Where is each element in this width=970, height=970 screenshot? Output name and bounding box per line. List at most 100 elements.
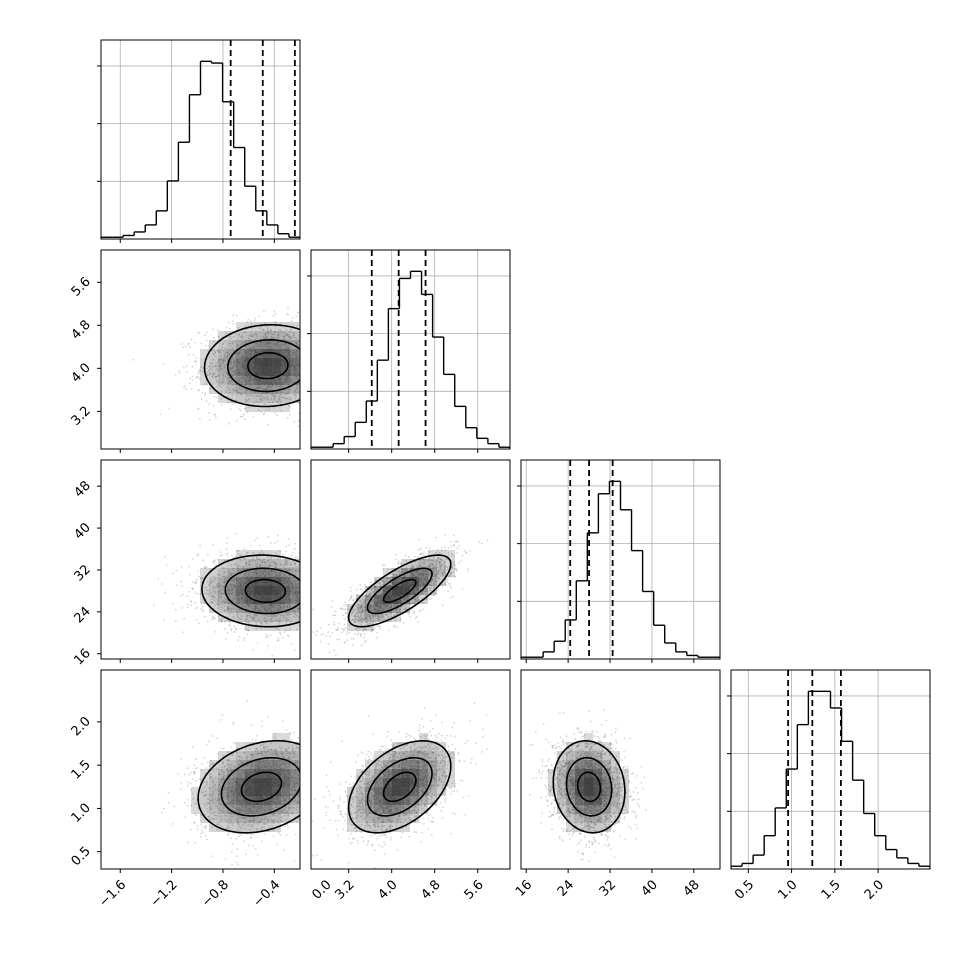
scatter-point	[371, 628, 373, 631]
scatter-point	[197, 570, 200, 573]
scatter-point	[319, 380, 321, 382]
scatter-point	[210, 582, 213, 585]
scatter-point	[315, 328, 317, 330]
scatter-point	[371, 629, 374, 632]
scatter-point	[443, 571, 446, 574]
scatter-point	[358, 607, 360, 610]
scatter-point	[344, 359, 346, 361]
scatter-point	[222, 342, 225, 345]
scatter-point	[248, 334, 251, 337]
scatter-point	[234, 332, 237, 335]
scatter-point	[444, 565, 447, 567]
scatter-point	[442, 570, 445, 572]
scatter-point	[198, 332, 201, 335]
scatter-point	[306, 348, 308, 350]
scatter-point	[303, 582, 305, 584]
density-cell	[218, 358, 227, 367]
scatter-point	[313, 561, 315, 563]
scatter-point	[225, 548, 228, 551]
scatter-point	[408, 575, 411, 578]
scatter-point	[313, 381, 315, 383]
scatter-point	[393, 624, 396, 627]
scatter-point	[238, 387, 241, 389]
scatter-point	[308, 561, 310, 563]
density-cell	[263, 568, 272, 577]
scatter-point	[217, 584, 220, 586]
scatter-point	[211, 376, 214, 378]
scatter-point	[273, 332, 276, 335]
scatter-point	[312, 580, 314, 582]
scatter-point	[286, 570, 289, 572]
scatter-point	[277, 329, 280, 331]
scatter-point	[258, 619, 260, 622]
scatter-point	[304, 599, 306, 601]
scatter-point	[354, 613, 357, 616]
scatter-point	[313, 573, 315, 575]
scatter-point	[279, 329, 282, 332]
scatter-point	[456, 547, 459, 550]
scatter-point	[196, 554, 199, 557]
scatter-point	[237, 549, 240, 552]
scatter-point	[180, 566, 183, 568]
scatter-point	[203, 615, 206, 618]
scatter-point	[369, 620, 372, 622]
scatter-point	[232, 608, 235, 610]
scatter-point	[313, 313, 315, 315]
scatter-point	[214, 413, 217, 416]
scatter-point	[215, 385, 218, 388]
scatter-point	[322, 289, 324, 291]
scatter-point	[289, 329, 292, 331]
scatter-point	[277, 613, 280, 616]
scatter-point	[375, 579, 378, 582]
scatter-point	[393, 626, 396, 628]
scatter-point	[419, 553, 422, 555]
density-cell	[227, 586, 236, 595]
scatter-point	[164, 591, 167, 594]
scatter-point	[235, 628, 238, 631]
scatter-point	[418, 538, 420, 541]
scatter-point	[206, 331, 209, 334]
scatter-point	[214, 559, 216, 562]
scatter-point	[223, 605, 226, 607]
scatter-point	[298, 402, 300, 404]
density-shading	[200, 322, 300, 412]
scatter-point	[213, 395, 216, 398]
scatter-point	[235, 399, 237, 402]
scatter-point	[235, 345, 238, 348]
scatter-point	[242, 604, 245, 607]
scatter-point	[414, 600, 417, 603]
scatter-point	[199, 544, 202, 547]
scatter-point	[306, 596, 308, 598]
scatter-point	[392, 604, 395, 607]
scatter-point	[226, 353, 229, 356]
scatter-point	[410, 604, 412, 606]
density-cell	[236, 577, 245, 586]
scatter-point	[216, 364, 219, 367]
scatter-point	[259, 395, 261, 398]
scatter-point	[237, 553, 240, 556]
scatter-point	[314, 358, 316, 360]
scatter-point	[313, 367, 315, 369]
scatter-point	[265, 622, 267, 624]
scatter-point	[394, 619, 397, 622]
scatter-point	[226, 552, 229, 555]
scatter-point	[257, 394, 259, 397]
scatter-point	[234, 627, 237, 630]
scatter-point	[375, 637, 378, 639]
scatter-point	[314, 375, 316, 377]
scatter-point	[244, 391, 247, 394]
scatter-point	[400, 562, 402, 564]
density-cell	[227, 367, 236, 376]
scatter-point	[401, 568, 404, 571]
scatter-point	[372, 600, 374, 603]
scatter-point	[295, 387, 298, 390]
scatter-point	[278, 631, 281, 634]
scatter-point	[346, 639, 348, 642]
scatter-point	[270, 556, 273, 559]
scatter-point	[450, 576, 453, 579]
scatter-point	[251, 557, 254, 560]
density-cell	[245, 394, 254, 403]
scatter-point	[240, 409, 242, 412]
scatter-point	[247, 551, 249, 554]
scatter-point	[239, 558, 242, 561]
